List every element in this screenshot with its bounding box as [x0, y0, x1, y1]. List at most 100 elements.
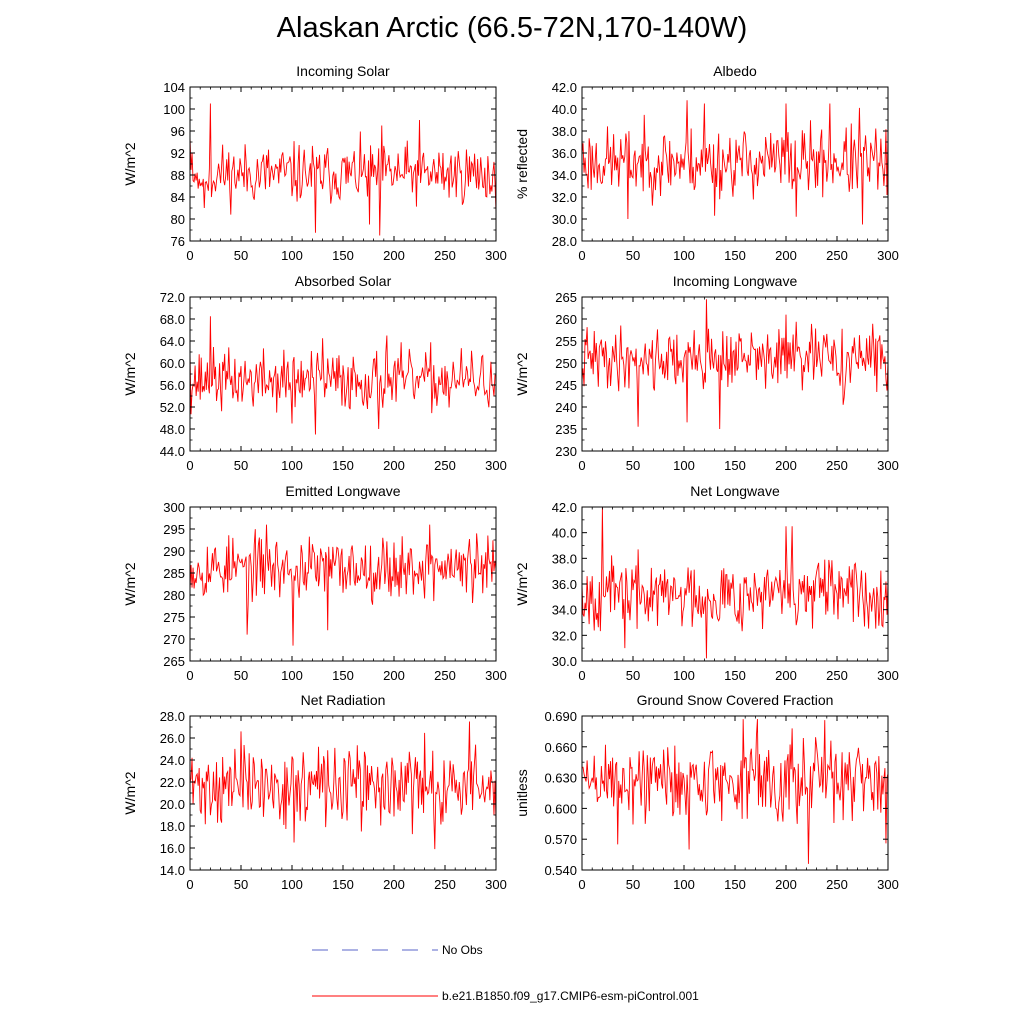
- y-tick-label: 0.540: [544, 863, 577, 878]
- y-axis-label-incoming-longwave: W/m^2: [514, 352, 530, 395]
- x-tick-label: 250: [434, 458, 456, 473]
- x-tick-label: 0: [578, 877, 585, 892]
- x-tick-label: 0: [578, 668, 585, 683]
- chart-title-albedo: Albedo: [713, 63, 757, 79]
- series-line-ground-snow-covered-fraction: [581, 719, 889, 864]
- legend-label-no-obs: No Obs: [442, 943, 483, 957]
- y-tick-label: 52.0: [160, 400, 185, 415]
- x-tick-label: 0: [186, 877, 193, 892]
- x-tick-label: 50: [626, 877, 640, 892]
- x-tick-label: 150: [724, 668, 746, 683]
- y-tick-label: 40.0: [552, 526, 577, 541]
- y-tick-label: 44.0: [160, 444, 185, 459]
- y-tick-label: 265: [163, 654, 185, 669]
- x-tick-label: 100: [281, 668, 303, 683]
- x-tick-label: 150: [332, 668, 354, 683]
- y-tick-label: 42.0: [552, 80, 577, 95]
- x-tick-label: 100: [281, 877, 303, 892]
- y-axis-label-absorbed-solar: W/m^2: [122, 352, 138, 395]
- y-tick-label: 285: [163, 566, 185, 581]
- y-tick-label: 76: [171, 234, 185, 249]
- x-tick-label: 100: [673, 668, 695, 683]
- chart-title-incoming-longwave: Incoming Longwave: [673, 273, 798, 289]
- y-tick-label: 18.0: [160, 819, 185, 834]
- y-tick-label: 36.0: [552, 146, 577, 161]
- chart-incoming-solar: 0 50 100 150 200 250 300 76 80 84 88 92 96 100 104 Inco…: [122, 63, 507, 263]
- chart-albedo: 0 50 100 150 200 250 300 28.0 30.0 32.0 34.0 36.0 38…: [514, 63, 899, 263]
- legend-label-model: b.e21.B1850.f09_g17.CMIP6-esm-piControl.…: [442, 989, 699, 1003]
- legend-swatch-solid: [312, 995, 438, 997]
- chart-title-net-longwave: Net Longwave: [690, 483, 780, 499]
- chart-net-longwave: 0 50 100 150 200 250 300 30.0 32.0 34.0 36.0 38.0 40…: [514, 483, 899, 683]
- y-tick-label: 72.0: [160, 290, 185, 305]
- y-tick-label: 88: [171, 168, 185, 183]
- x-tick-label: 0: [578, 458, 585, 473]
- x-tick-label: 50: [626, 248, 640, 263]
- y-tick-label: 250: [555, 356, 577, 371]
- y-axis-label-emitted-longwave: W/m^2: [122, 562, 138, 605]
- x-tick-label: 250: [826, 668, 848, 683]
- series-line-absorbed-solar: [189, 316, 497, 435]
- x-tick-label: 300: [877, 877, 899, 892]
- y-tick-label: 30.0: [552, 212, 577, 227]
- x-tick-label: 100: [673, 248, 695, 263]
- y-tick-label: 0.690: [544, 709, 577, 724]
- y-tick-label: 16.0: [160, 841, 185, 856]
- y-tick-label: 32.0: [552, 190, 577, 205]
- y-tick-label: 28.0: [552, 234, 577, 249]
- y-axis-label-albedo: % reflected: [514, 129, 530, 199]
- y-tick-label: 0.600: [544, 801, 577, 816]
- chart-title-absorbed-solar: Absorbed Solar: [295, 273, 392, 289]
- x-tick-label: 100: [673, 877, 695, 892]
- chart-ground-snow-covered-fraction: 0 50 100 150 200 250 300 0.540 0.570 0.600 0.630 0.…: [514, 692, 899, 892]
- x-tick-label: 50: [626, 668, 640, 683]
- x-tick-label: 300: [485, 248, 507, 263]
- page-title: Alaskan Arctic (66.5-72N,170-140W): [276, 12, 748, 44]
- y-tick-label: 245: [555, 378, 577, 393]
- y-tick-label: 270: [163, 632, 185, 647]
- chart-incoming-longwave: 0 50 100 150 200 250 300 230 235 240 245 250 255 260 2…: [514, 273, 899, 473]
- x-tick-label: 250: [434, 248, 456, 263]
- y-tick-label: 80: [171, 212, 185, 227]
- y-tick-label: 96: [171, 124, 185, 139]
- y-tick-label: 64.0: [160, 334, 185, 349]
- x-tick-label: 250: [434, 668, 456, 683]
- x-tick-label: 200: [383, 877, 405, 892]
- chart-emitted-longwave: 0 50 100 150 200 250 300 265 270 275 280 285 290 295 3…: [122, 483, 507, 683]
- series-line-incoming-solar: [189, 103, 497, 236]
- y-tick-label: 60.0: [160, 356, 185, 371]
- y-tick-label: 235: [555, 422, 577, 437]
- series-line-incoming-longwave: [581, 299, 889, 430]
- x-tick-label: 250: [826, 877, 848, 892]
- x-tick-label: 300: [877, 458, 899, 473]
- y-tick-label: 92: [171, 146, 185, 161]
- x-tick-label: 200: [383, 458, 405, 473]
- chart-title-incoming-solar: Incoming Solar: [296, 63, 390, 79]
- y-axis-label-net-longwave: W/m^2: [514, 562, 530, 605]
- x-tick-label: 0: [578, 248, 585, 263]
- y-tick-label: 295: [163, 522, 185, 537]
- x-tick-label: 50: [234, 458, 248, 473]
- y-tick-label: 84: [171, 190, 185, 205]
- x-tick-label: 200: [775, 458, 797, 473]
- y-tick-label: 275: [163, 610, 185, 625]
- chart-title-net-radiation: Net Radiation: [301, 692, 386, 708]
- y-tick-label: 28.0: [160, 709, 185, 724]
- x-tick-label: 50: [626, 458, 640, 473]
- y-tick-label: 38.0: [552, 551, 577, 566]
- y-tick-label: 260: [555, 312, 577, 327]
- x-tick-label: 250: [434, 877, 456, 892]
- x-tick-label: 250: [826, 248, 848, 263]
- y-tick-label: 0.630: [544, 771, 577, 786]
- x-tick-label: 150: [332, 877, 354, 892]
- y-tick-label: 0.660: [544, 740, 577, 755]
- y-tick-label: 265: [555, 290, 577, 305]
- x-tick-label: 300: [877, 668, 899, 683]
- y-tick-label: 230: [555, 444, 577, 459]
- y-tick-label: 48.0: [160, 422, 185, 437]
- x-tick-label: 100: [281, 458, 303, 473]
- x-tick-label: 300: [485, 668, 507, 683]
- series-line-net-longwave: [581, 506, 889, 659]
- x-tick-label: 200: [775, 877, 797, 892]
